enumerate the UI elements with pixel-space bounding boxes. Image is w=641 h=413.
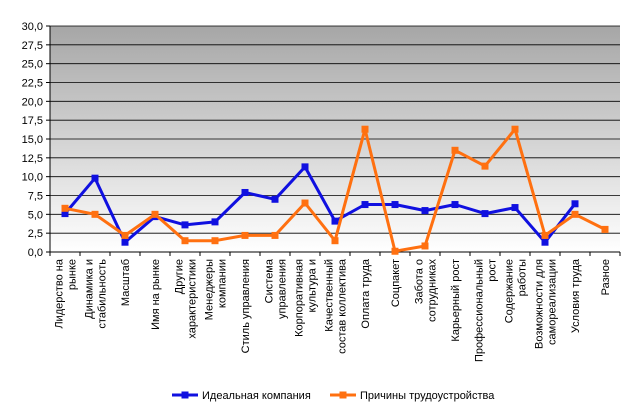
legend-item: Идеальная компания	[172, 390, 311, 402]
y-tick-label: 2,5	[28, 228, 43, 240]
data-point	[541, 231, 549, 239]
x-tick-label: Условия труда	[570, 258, 582, 333]
y-tick-label: 7,5	[28, 191, 43, 203]
x-tick-label: характеристики	[187, 259, 199, 339]
series-line	[63, 165, 577, 244]
data-point	[391, 201, 399, 209]
data-point	[181, 237, 189, 245]
x-tick-label: Разное	[600, 259, 612, 295]
x-tick-label: Профессиональный	[474, 259, 486, 362]
x-tick-label: стабильность	[97, 259, 109, 329]
x-tick-label: Другие	[174, 259, 186, 294]
data-point	[361, 201, 369, 209]
x-tick-label: состав коллектива	[337, 258, 349, 354]
x-tick-label: работы	[517, 259, 529, 296]
y-tick-label: 22,5	[22, 78, 43, 90]
x-axis: Лидерство на рынке Динамика и стабильность М…	[49, 251, 621, 362]
y-tick-label: 5,0	[28, 209, 43, 221]
x-tick-label: Содержание	[504, 259, 516, 323]
data-point	[511, 125, 519, 133]
legend: Идеальная компания Причины трудоустройств…	[172, 390, 495, 402]
y-axis: 0,0 2,5 5,0 7,5 10,0 12,5 15,0 17,5 20,0 22,5 25,0…	[22, 21, 51, 259]
data-point	[481, 210, 489, 218]
data-point	[331, 217, 339, 225]
x-tick-label: Корпоративная	[294, 259, 306, 337]
data-point	[121, 238, 129, 246]
x-tick-label: Качественный	[324, 259, 336, 332]
x-tick-label: Забота о	[414, 259, 426, 304]
data-point	[211, 218, 219, 226]
data-point	[391, 247, 399, 255]
x-tick-label: Имя на рынке	[150, 259, 162, 330]
y-tick-label: 27,5	[22, 40, 43, 52]
y-tick-label: 12,5	[22, 153, 43, 165]
legend-label: Причины трудоустройства	[360, 390, 495, 402]
x-tick-label: Масштаб	[120, 259, 132, 306]
data-point	[541, 238, 549, 246]
legend-item: Причины трудоустройства	[330, 390, 495, 402]
data-point	[241, 231, 249, 239]
data-point	[241, 188, 249, 196]
data-point	[91, 210, 99, 218]
series-group	[61, 125, 609, 255]
data-point	[61, 210, 69, 218]
data-point	[301, 163, 309, 171]
data-point	[421, 242, 429, 250]
legend-label: Идеальная компания	[202, 390, 311, 402]
x-tick-label: управления	[277, 259, 289, 319]
y-tick-label: 0,0	[28, 247, 43, 259]
y-tick-label: 20,0	[22, 96, 43, 108]
x-tick-label: рост	[487, 259, 499, 282]
data-point	[361, 125, 369, 133]
x-tick-label: рынке	[67, 259, 79, 290]
data-point	[211, 237, 219, 245]
data-point	[571, 200, 579, 208]
data-point	[601, 225, 609, 233]
legend-marker	[181, 391, 189, 399]
x-tick-label: Соцпакет	[390, 259, 402, 307]
x-tick-label: Оплата труда	[360, 258, 372, 328]
data-point	[331, 237, 339, 245]
data-point	[181, 221, 189, 229]
y-tick-label: 10,0	[22, 172, 43, 184]
data-point	[61, 204, 69, 212]
data-point	[91, 174, 99, 182]
data-point	[451, 201, 459, 209]
data-point	[481, 162, 489, 170]
x-tick-label: культура и	[307, 259, 319, 312]
data-point	[271, 231, 279, 239]
x-tick-label: компании	[217, 259, 229, 308]
series-1	[61, 163, 579, 246]
x-tick-label: Система	[264, 258, 276, 303]
x-tick-label: Карьерный рост	[450, 259, 462, 342]
x-tick-label: Лидерство на	[54, 258, 66, 329]
x-tick-label: Стиль управления	[240, 259, 252, 353]
data-point	[121, 231, 129, 239]
x-tick-label: Динамика и	[84, 259, 96, 319]
series-2	[61, 125, 609, 255]
data-point	[151, 210, 159, 218]
y-tick-label: 17,5	[22, 115, 43, 127]
x-tick-label: самореализации	[547, 259, 559, 345]
y-tick-label: 25,0	[22, 59, 43, 71]
x-tick-label: Менеджеры	[204, 259, 216, 320]
y-tick-label: 15,0	[22, 134, 43, 146]
data-point	[301, 199, 309, 207]
data-point	[571, 210, 579, 218]
data-point	[271, 195, 279, 203]
data-point	[451, 146, 459, 154]
data-point	[421, 207, 429, 215]
x-tick-label: Возможности для	[534, 259, 546, 349]
data-point	[511, 204, 519, 212]
x-tick-label: сотрудниках	[427, 259, 439, 322]
legend-marker	[339, 391, 347, 399]
gridlines	[50, 25, 620, 253]
y-tick-label: 30,0	[22, 21, 43, 33]
